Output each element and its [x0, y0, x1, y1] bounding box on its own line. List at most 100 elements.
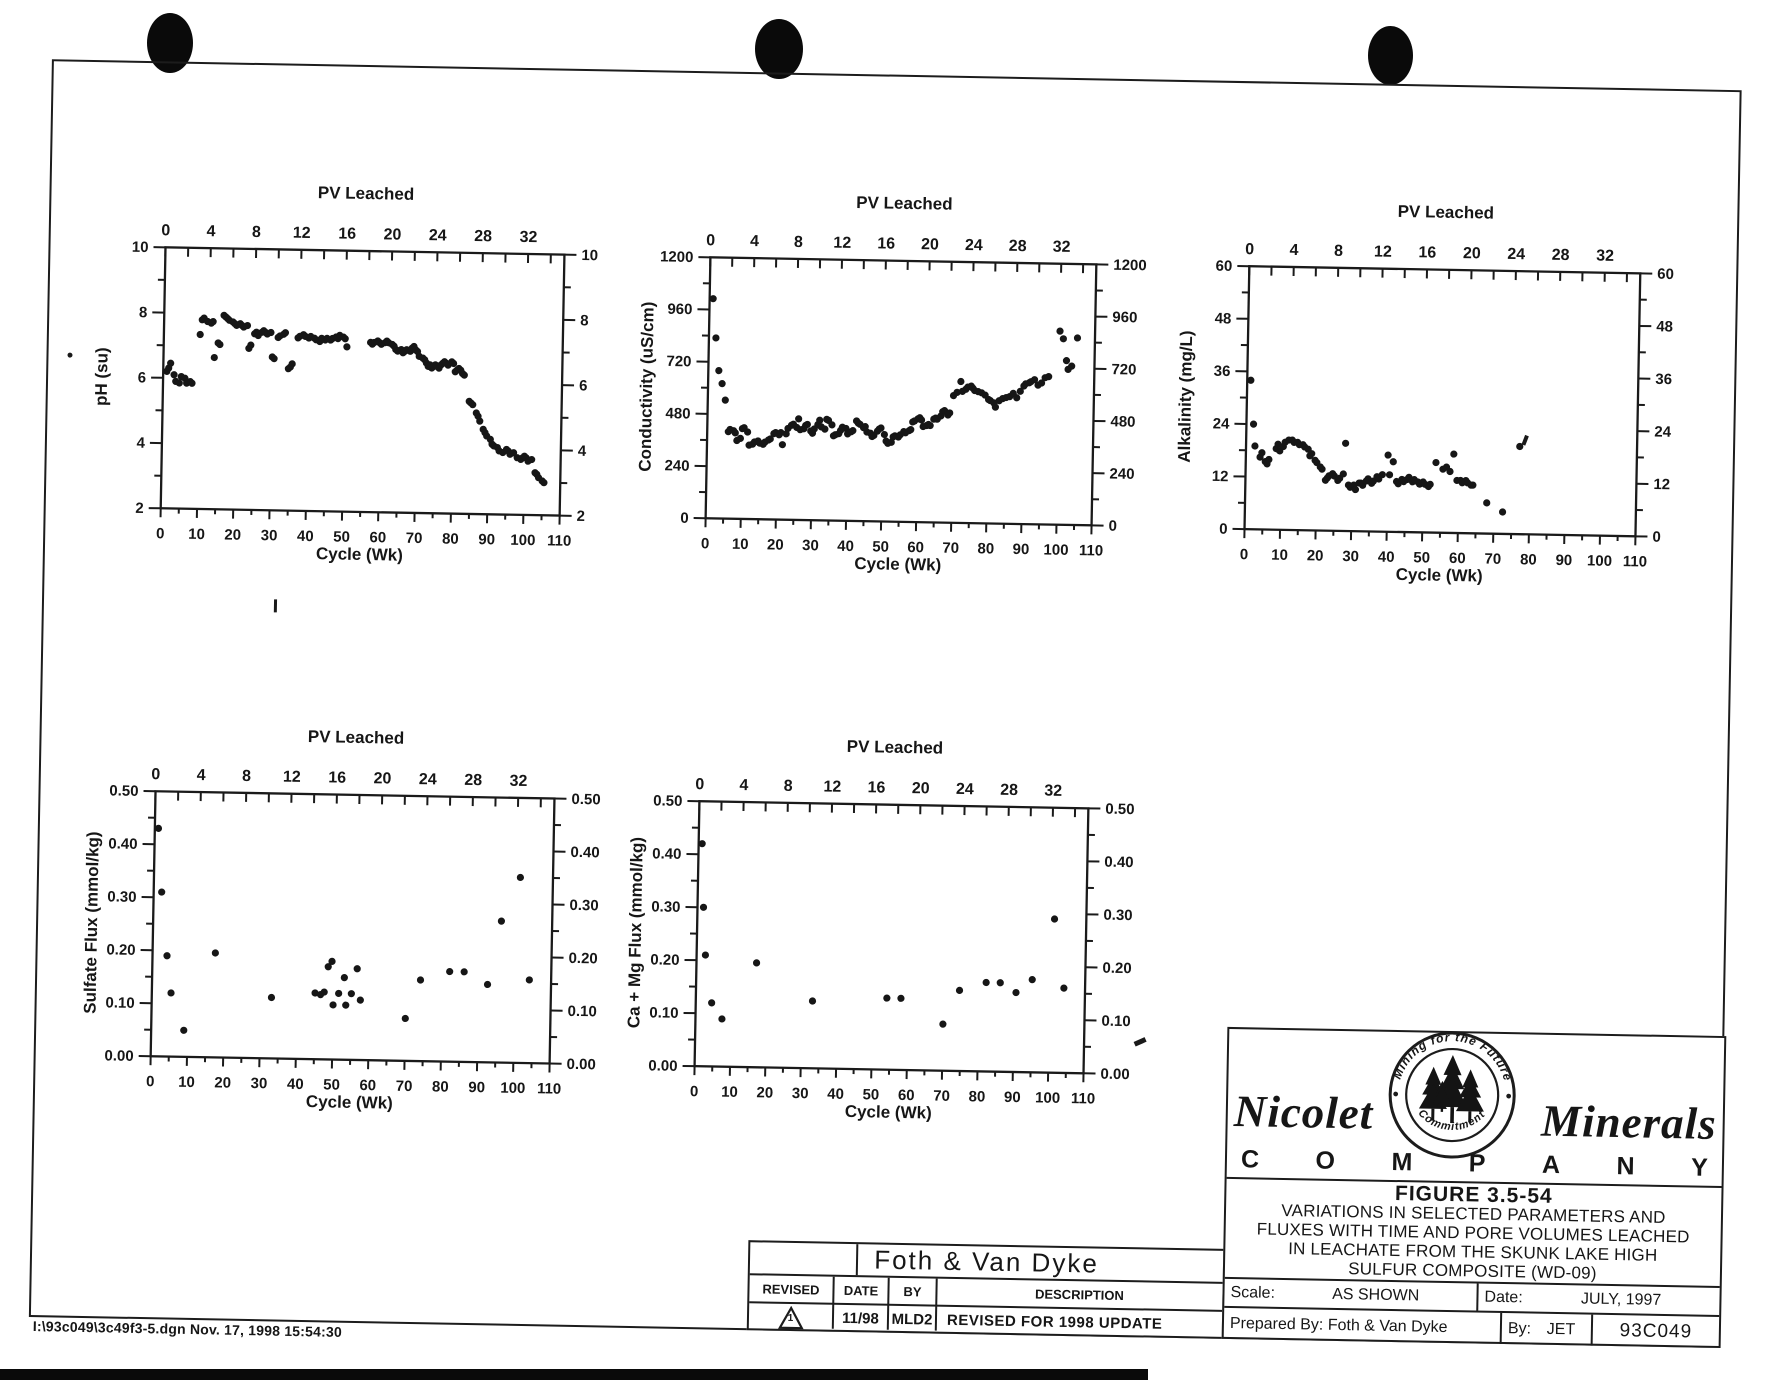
revision-by: MLD2: [891, 1310, 933, 1329]
svg-text:24: 24: [1213, 415, 1231, 432]
svg-text:0.10: 0.10: [105, 994, 135, 1012]
svg-text:0.40: 0.40: [108, 835, 138, 853]
svg-text:0.20: 0.20: [568, 950, 598, 968]
svg-text:50: 50: [862, 1086, 879, 1103]
svg-text:0.30: 0.30: [651, 898, 681, 916]
date-value: JULY, 1997: [1580, 1289, 1662, 1309]
svg-text:12: 12: [293, 225, 311, 242]
svg-text:60: 60: [369, 529, 386, 546]
data-points: [154, 824, 533, 1034]
svg-text:50: 50: [333, 528, 350, 545]
col-header-revised: REVISED: [762, 1280, 820, 1297]
svg-text:0.30: 0.30: [107, 888, 137, 906]
svg-text:90: 90: [1012, 541, 1029, 558]
svg-text:30: 30: [250, 1075, 267, 1092]
svg-text:80: 80: [968, 1088, 985, 1105]
svg-text:10: 10: [132, 239, 149, 256]
title-block: Nicolet Minerals Mining for the Future: [1221, 1026, 1727, 1349]
company-letter: A: [1541, 1150, 1561, 1180]
company-logo: Mining for the Future Commitment: [1385, 1028, 1519, 1167]
by-label: By:: [1507, 1319, 1532, 1338]
plot-frame: [693, 800, 1090, 1075]
chart-so4: 0 10 20 30 40 50 60 70 80 90 100 110 0.00 0.00 0.10 0.1…: [77, 712, 607, 1132]
data-points: [709, 295, 1082, 449]
svg-text:1200: 1200: [1113, 257, 1147, 275]
x-axis-bottom: 0 10 20 30 40 50 60 70 80 90 100 110: [156, 508, 571, 550]
svg-text:0: 0: [161, 222, 170, 239]
svg-text:0.20: 0.20: [650, 951, 680, 969]
svg-text:0: 0: [156, 525, 165, 542]
svg-text:0: 0: [1245, 241, 1254, 258]
svg-text:Cycle (Wk): Cycle (Wk): [845, 1102, 932, 1123]
x-axis-top-pv: 0 4 8 12 16 20 24 28 32 PV Leached: [161, 183, 552, 264]
punch-hole-icon: [755, 19, 803, 79]
company-letter: M: [1391, 1147, 1413, 1177]
svg-text:720: 720: [666, 353, 691, 370]
svg-text:60: 60: [359, 1077, 376, 1094]
svg-text:32: 32: [1052, 239, 1070, 256]
svg-text:32: 32: [1596, 248, 1614, 265]
svg-text:0.00: 0.00: [1100, 1066, 1130, 1084]
svg-text:0.10: 0.10: [567, 1003, 597, 1021]
svg-text:20: 20: [373, 770, 391, 787]
svg-text:4: 4: [136, 435, 145, 452]
svg-text:28: 28: [1009, 238, 1027, 255]
svg-text:20: 20: [912, 780, 930, 797]
svg-text:100: 100: [1587, 552, 1612, 569]
svg-text:90: 90: [478, 531, 495, 548]
svg-text:100: 100: [1043, 541, 1068, 558]
svg-text:4: 4: [197, 767, 206, 784]
svg-text:36: 36: [1655, 371, 1672, 388]
revision-triangle-icon: 1: [777, 1305, 804, 1329]
svg-text:0: 0: [1240, 546, 1249, 563]
svg-text:2: 2: [576, 508, 585, 525]
svg-text:Cycle (Wk): Cycle (Wk): [306, 1092, 393, 1113]
svg-text:Cycle (Wk): Cycle (Wk): [854, 554, 941, 575]
svg-text:20: 20: [224, 526, 241, 543]
svg-text:110: 110: [1079, 542, 1104, 559]
svg-text:24: 24: [1507, 246, 1525, 263]
svg-text:28: 28: [1552, 247, 1570, 264]
data-points: [1247, 376, 1524, 516]
svg-text:0: 0: [151, 766, 160, 783]
svg-text:12: 12: [1374, 243, 1392, 260]
svg-text:0.00: 0.00: [566, 1056, 596, 1074]
revision-description: REVISED FOR 1998 UPDATE: [946, 1311, 1163, 1333]
svg-text:100: 100: [1035, 1089, 1060, 1106]
svg-text:28: 28: [464, 772, 482, 789]
svg-text:30: 30: [261, 527, 278, 544]
svg-text:8: 8: [1334, 243, 1343, 260]
svg-text:720: 720: [1111, 361, 1136, 378]
punch-hole-icon: [1368, 26, 1413, 85]
svg-text:240: 240: [1109, 465, 1134, 482]
y-axis-title: pH (su): [92, 347, 112, 406]
svg-text:0: 0: [680, 510, 689, 527]
svg-text:24: 24: [965, 237, 983, 254]
company-letter: Y: [1690, 1153, 1709, 1182]
svg-text:0.50: 0.50: [571, 791, 601, 809]
svg-text:24: 24: [419, 771, 437, 788]
svg-text:8: 8: [242, 768, 251, 785]
svg-text:32: 32: [1044, 783, 1062, 800]
svg-text:16: 16: [867, 779, 885, 796]
svg-text:60: 60: [1449, 550, 1466, 567]
svg-text:1200: 1200: [660, 248, 694, 266]
chart-ph: 0 10 20 30 40 50 60 70 80 90 100 110 2 2 4 4 6 6 8 8 10 10 0 4 8…: [87, 168, 617, 584]
svg-text:12: 12: [1212, 468, 1229, 485]
scan-artifact: [67, 352, 73, 358]
svg-text:20: 20: [383, 226, 401, 243]
svg-text:960: 960: [667, 301, 692, 318]
svg-text:70: 70: [406, 530, 423, 547]
svg-text:0.00: 0.00: [648, 1057, 678, 1075]
svg-text:50: 50: [323, 1076, 340, 1093]
svg-text:28: 28: [1000, 782, 1018, 799]
svg-text:110: 110: [1623, 553, 1648, 570]
company-letter: P: [1468, 1149, 1486, 1178]
prepared-by-label: Prepared By:: [1229, 1314, 1324, 1334]
svg-text:16: 16: [328, 769, 346, 786]
svg-text:8: 8: [139, 304, 148, 321]
svg-text:960: 960: [1112, 309, 1137, 326]
